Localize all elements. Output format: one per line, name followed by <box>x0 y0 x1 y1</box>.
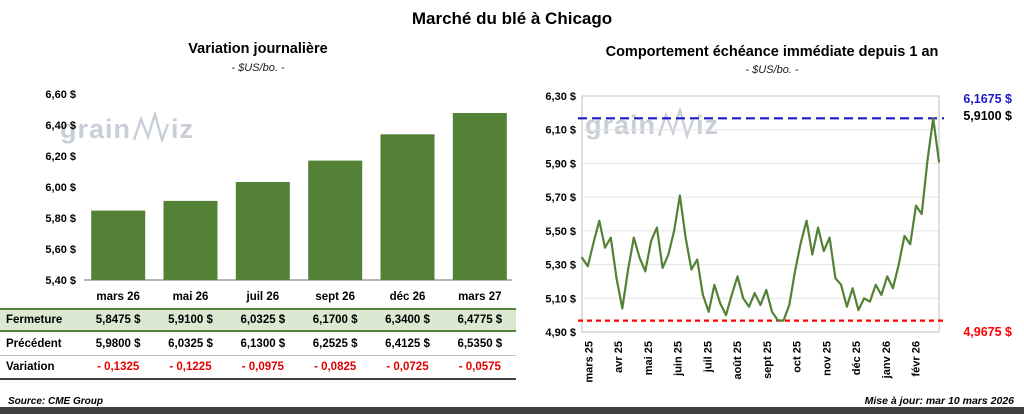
table-cell: 5,9800 $ <box>95 337 141 350</box>
line-chart-title: Comportement échéance immédiate depuis 1… <box>605 44 939 60</box>
svg-text:6,60 $: 6,60 $ <box>45 89 76 101</box>
svg-text:févr 26: févr 26 <box>911 341 923 376</box>
category-label: mai 26 <box>172 291 209 303</box>
svg-text:déc 25: déc 25 <box>851 341 863 375</box>
source-note: Source: CME Group <box>8 396 104 407</box>
table-cell: 5,8475 $ <box>95 314 141 326</box>
table-cell: - 0,0825 <box>314 361 357 373</box>
bar-chart-title: Variation journalière <box>188 41 328 57</box>
svg-text:août 25: août 25 <box>732 341 744 380</box>
low-value-annotation: 4,9675 $ <box>963 325 1012 339</box>
bar-chart-subtitle: - $US/bo. - <box>231 62 285 74</box>
line-chart-subtitle: - $US/bo. - <box>745 64 799 76</box>
category-label: mars 26 <box>96 291 140 303</box>
svg-text:sept 25: sept 25 <box>762 341 774 379</box>
updated-note: Mise à jour: mar 10 mars 2026 <box>864 395 1014 407</box>
table-cell: 6,2525 $ <box>312 337 358 350</box>
table-cell: 6,4775 $ <box>457 314 503 326</box>
high-value-annotation: 6,1675 $ <box>963 92 1012 106</box>
svg-text:5,60 $: 5,60 $ <box>45 244 76 256</box>
svg-text:mai 25: mai 25 <box>643 341 655 375</box>
svg-text:juin 25: juin 25 <box>673 341 685 377</box>
row-label: Précédent <box>6 337 62 350</box>
row-label: Fermeture <box>6 314 63 326</box>
table-cell: 6,1700 $ <box>312 314 358 326</box>
svg-text:5,30 $: 5,30 $ <box>545 260 576 272</box>
svg-text:6,00 $: 6,00 $ <box>45 182 76 194</box>
svg-text:oct 25: oct 25 <box>792 341 804 373</box>
price-table: mars 26 mai 26 juil 26 sept 26 déc 26 mars 27… <box>0 286 516 380</box>
table-cell: 6,5350 $ <box>457 337 503 350</box>
last-value-annotation: 5,9100 $ <box>963 109 1012 123</box>
table-cell: 6,0325 $ <box>240 314 286 326</box>
category-label: sept 26 <box>315 291 355 303</box>
table-cell: - 0,1225 <box>169 361 212 373</box>
svg-text:5,80 $: 5,80 $ <box>45 213 76 225</box>
table-row: Fermeture 5,8475 $ 5,9100 $ 6,0325 $ 6,1700 … <box>0 308 516 332</box>
table-row: Variation - 0,1325 - 0,1225 - 0,0975 - 0,082… <box>0 356 516 380</box>
svg-text:5,90 $: 5,90 $ <box>545 158 576 170</box>
price-table-body: Fermeture 5,8475 $ 5,9100 $ 6,0325 $ 6,1700 … <box>0 308 516 380</box>
page-title: Marché du blé à Chicago <box>411 9 613 28</box>
svg-text:5,70 $: 5,70 $ <box>545 192 576 204</box>
table-cell: - 0,0725 <box>386 361 429 373</box>
svg-text:nov 25: nov 25 <box>821 341 833 376</box>
svg-text:5,50 $: 5,50 $ <box>545 226 576 238</box>
svg-text:mars 25: mars 25 <box>583 341 595 383</box>
table-cell: 6,4125 $ <box>385 337 430 350</box>
category-label: mars 27 <box>458 291 502 303</box>
table-cell: 6,0325 $ <box>168 337 213 350</box>
table-cell: 6,3400 $ <box>385 314 430 326</box>
bar-categories-row: mars 26 mai 26 juil 26 sept 26 déc 26 mars 27 <box>0 286 516 308</box>
svg-text:5,40 $: 5,40 $ <box>45 275 76 286</box>
svg-text:5,10 $: 5,10 $ <box>545 293 576 305</box>
table-cell: - 0,1325 <box>97 361 140 373</box>
table-cell: 5,9100 $ <box>168 314 213 326</box>
table-cell: - 0,0575 <box>458 361 501 373</box>
table-cell: 6,1300 $ <box>240 337 286 350</box>
category-label: juil 26 <box>246 291 280 303</box>
svg-text:juil 25: juil 25 <box>702 341 714 373</box>
category-label: déc 26 <box>389 291 426 303</box>
svg-text:6,30 $: 6,30 $ <box>545 91 576 103</box>
bar-chart-svg: 5,40 $ 5,60 $ 5,80 $ 6,00 $ 6,20 $ 6,40 $ 6,60… <box>45 89 512 286</box>
row-label: Variation <box>6 361 55 373</box>
bottom-bar <box>0 407 1024 414</box>
line-chart-svg: 4,90 $ 5,10 $ 5,30 $ 5,50 $ 5,70 $ 5,90 $ 6,10… <box>545 91 944 383</box>
table-cell: - 0,0975 <box>241 361 284 373</box>
svg-text:6,10 $: 6,10 $ <box>545 125 576 137</box>
svg-text:6,40 $: 6,40 $ <box>45 120 76 132</box>
svg-text:janv 26: janv 26 <box>881 341 893 379</box>
svg-text:6,20 $: 6,20 $ <box>45 151 76 163</box>
svg-text:4,90 $: 4,90 $ <box>545 327 576 339</box>
svg-text:avr 25: avr 25 <box>613 341 625 373</box>
table-row: Précédent 5,9800 $ 6,0325 $ 6,1300 $ 6,2525 … <box>0 332 516 356</box>
